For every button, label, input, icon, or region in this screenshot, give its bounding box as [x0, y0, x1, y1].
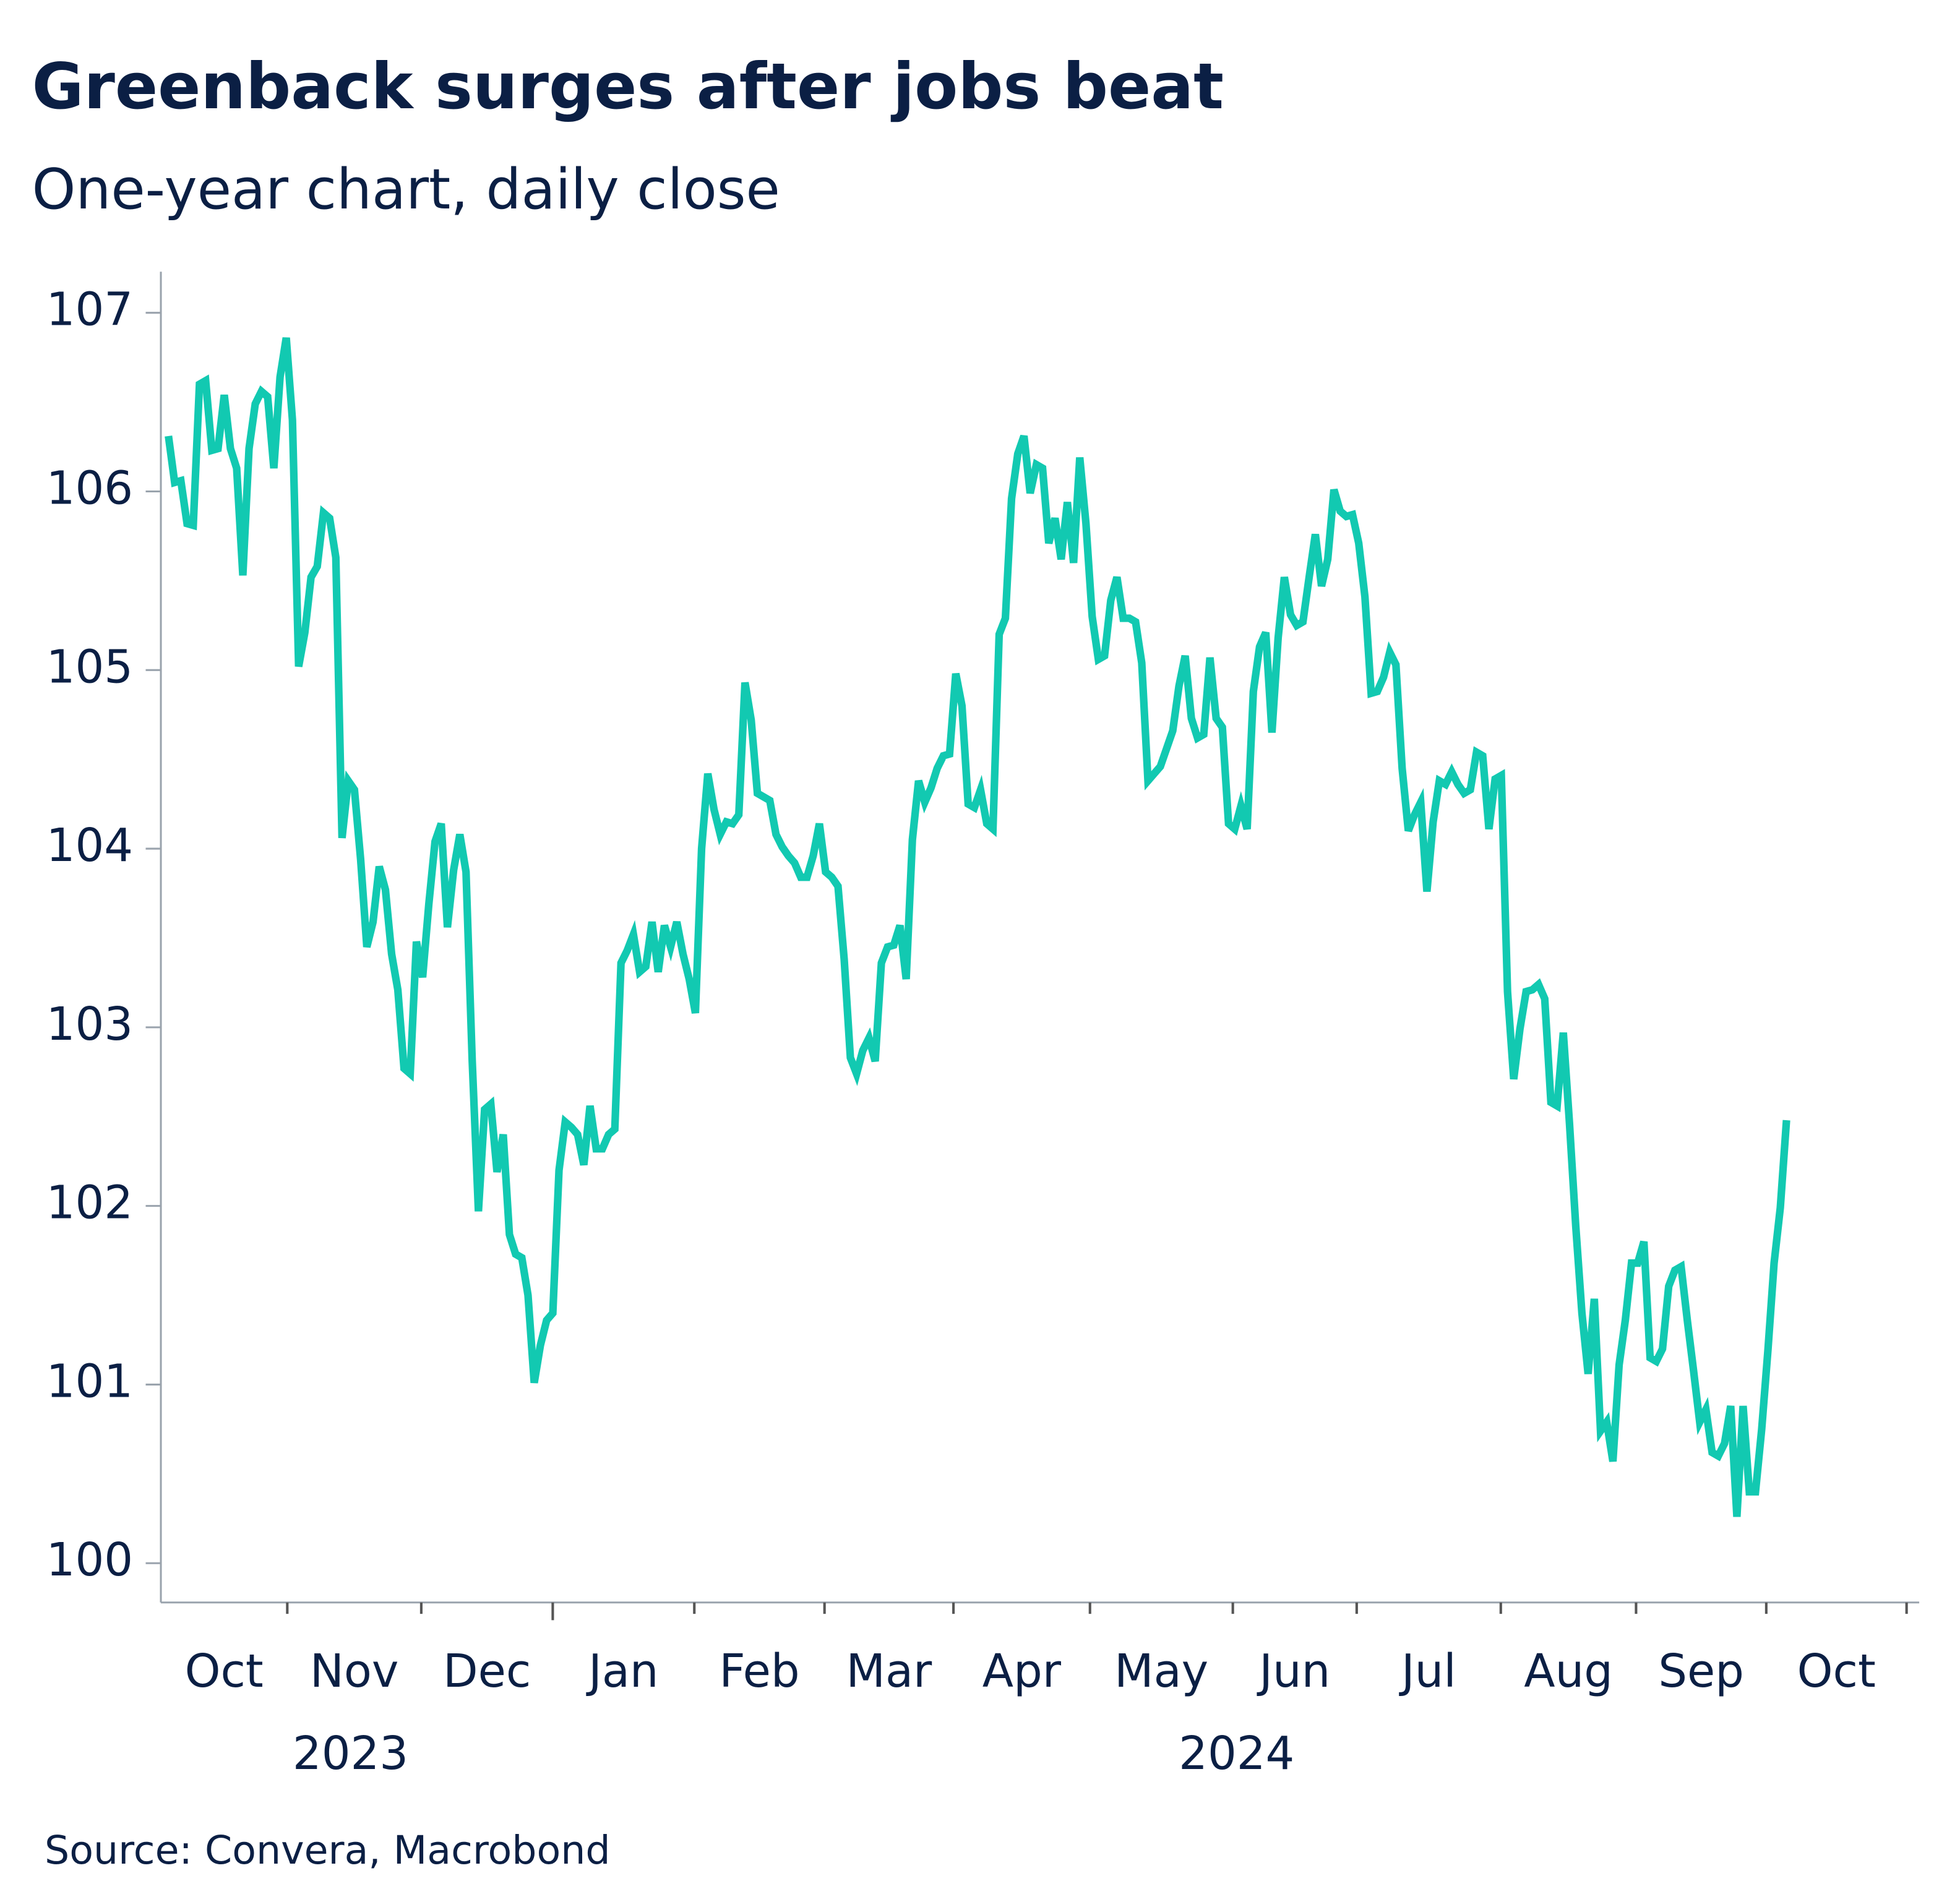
x-tick-label: Aug [1524, 1645, 1613, 1698]
y-tick-label: 105 [46, 641, 133, 693]
y-tick-label: 107 [46, 284, 133, 336]
x-tick-label: Feb [719, 1645, 799, 1698]
x-tick-label: Oct [1797, 1645, 1876, 1698]
data-line [165, 337, 1790, 1517]
y-tick-label: 103 [46, 998, 133, 1051]
x-tick-label: Apr [982, 1645, 1062, 1698]
y-tick-label: 104 [46, 820, 133, 872]
x-tick-label: Jun [1257, 1645, 1330, 1698]
x-tick-label: May [1114, 1645, 1208, 1698]
chart-subtitle: One-year chart, daily close [32, 158, 780, 222]
y-tick-label: 102 [46, 1177, 133, 1230]
y-tick-label: 100 [46, 1534, 133, 1587]
x-tick-label: Jul [1399, 1645, 1456, 1698]
x-tick-label: Mar [846, 1645, 933, 1698]
y-tick-label: 101 [46, 1355, 133, 1408]
chart-title: Greenback surges after jobs beat [32, 50, 1224, 124]
year-label: 2024 [1179, 1728, 1294, 1780]
x-tick-label: Jan [586, 1645, 658, 1698]
x-tick-label: Dec [443, 1645, 531, 1698]
year-label: 2023 [293, 1728, 408, 1780]
source-note: Source: Convera, Macrobond [45, 1827, 611, 1873]
x-tick-label: Oct [185, 1645, 264, 1698]
x-tick-label: Nov [310, 1645, 399, 1698]
x-tick-label: Sep [1658, 1645, 1744, 1698]
y-tick-label: 106 [46, 463, 133, 515]
